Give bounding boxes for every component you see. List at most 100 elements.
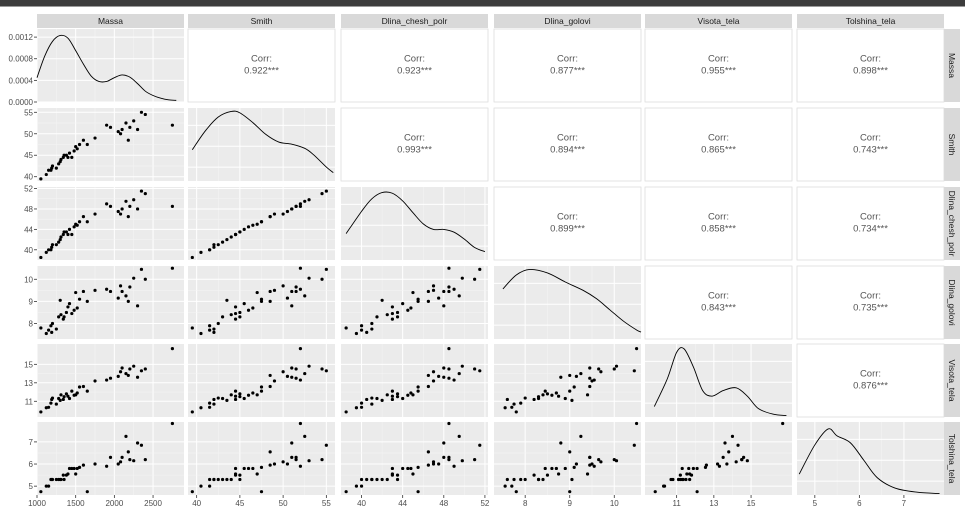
scatter-point [359, 405, 364, 409]
scatter-point [105, 202, 109, 206]
row-strip-Visota_tela [944, 344, 960, 417]
corr-value-Smith-Dlina_golovi: 0.894*** [550, 145, 585, 156]
scatter-point [532, 397, 536, 402]
y-tick-label-Smith: 45 [24, 151, 33, 160]
scatter-point [426, 289, 430, 294]
scatter-point [242, 302, 246, 306]
scatter-point [568, 490, 572, 494]
scatter-point [246, 308, 251, 312]
corr-panel-Dlina_chesh_polr-Dlina_golovi [493, 186, 642, 261]
scatter-point [370, 321, 374, 326]
scatter-point [632, 369, 636, 373]
y-tick-label-Massa: 0.0004 [9, 76, 34, 85]
scatter-point [285, 296, 290, 300]
x-tick-label-Tolshina_tela: 6 [857, 499, 862, 508]
scatter-point [503, 406, 507, 410]
scatter-point [233, 394, 238, 398]
scatter-point [212, 245, 216, 249]
scatter-point [285, 209, 290, 214]
scatter-point [447, 458, 451, 462]
scatter-point [246, 225, 251, 229]
scatter-point [126, 450, 130, 454]
scatter-point [375, 477, 379, 482]
scatter-point [588, 384, 592, 389]
scatter-point [77, 220, 82, 224]
panel-Massa-Massa [37, 29, 184, 102]
scatter-point [579, 434, 583, 438]
scatter-point [725, 462, 729, 466]
y-tick-label-Tolshina_tela: 7 [29, 438, 34, 447]
scatter-point [39, 177, 43, 181]
corr-label: Corr: [860, 54, 881, 65]
scatter-point [39, 326, 43, 330]
corr-panel-Smith-Dlina_golovi [493, 107, 642, 182]
scatter-point [143, 112, 147, 117]
scatter-point [294, 455, 298, 459]
scatter-point [460, 364, 464, 368]
corr-panel-Massa-Smith [187, 28, 336, 103]
scatter-point [385, 393, 389, 397]
column-strip-label-Massa: Massa [98, 16, 123, 26]
scatter-point [238, 395, 242, 399]
scatter-point [268, 450, 272, 454]
scatter-point [431, 460, 436, 464]
scatter-point [320, 192, 324, 196]
scatter-point [715, 462, 720, 466]
scatter-point [685, 472, 689, 476]
column-strip-label-Tolshina_tela: Tolshina_tela [846, 16, 896, 26]
scatter-point [242, 466, 246, 471]
scatter-point [67, 396, 72, 401]
scatter-point [307, 364, 311, 368]
scatter-point [108, 204, 113, 208]
panel-Dlina_chesh_polr-Dlina_chesh_polr [341, 187, 488, 260]
corr-panel-Massa-Dlina_golovi [493, 28, 642, 103]
scatter-point [81, 289, 86, 294]
corr-value-Smith-Tolshina_tela: 0.743*** [853, 145, 888, 156]
scatter-point [132, 459, 136, 463]
density-curve-Dlina_golovi [502, 268, 642, 333]
scatter-point [132, 198, 136, 202]
scatter-point [390, 389, 394, 393]
scatter-point [447, 367, 451, 371]
scatter-point [74, 472, 78, 476]
corr-panel-Dlina_chesh_polr-Visota_tela [644, 186, 793, 261]
scatter-point [59, 235, 63, 239]
scatter-point [143, 192, 147, 196]
scatter-point [58, 298, 62, 302]
scatter-point [721, 455, 725, 459]
scatter-point [411, 472, 415, 476]
y-tick-label-Visota_tela: 13 [24, 379, 33, 388]
panel-Tolshina_tela-Dlina_chesh_polr [341, 422, 488, 495]
scatter-point [385, 313, 389, 317]
corr-label: Corr: [860, 369, 881, 380]
scatter-point [132, 276, 136, 280]
scatter-point [426, 373, 430, 378]
x-tick-label-Dlina_golovi: 10 [610, 499, 619, 508]
scatter-point [532, 473, 536, 477]
scatter-point [208, 324, 212, 328]
scatter-point [66, 305, 70, 309]
y-tick-label-Massa: 0.0000 [9, 98, 34, 107]
scatter-point [255, 393, 259, 397]
x-tick-label-Visota_tela: 13 [709, 499, 718, 508]
scatter-point [612, 458, 616, 462]
scatter-point [704, 463, 709, 467]
scatter-point [442, 375, 446, 379]
corr-panel-Dlina_golovi-Visota_tela [644, 265, 793, 340]
corr-value-Dlina_golovi-Visota_tela: 0.843*** [701, 303, 736, 314]
scatter-point [536, 395, 541, 399]
scatter-point [93, 212, 97, 216]
scatter-point [281, 460, 285, 464]
column-strip-Visota_tela [645, 14, 792, 28]
scatter-point [67, 227, 72, 231]
scatter-point [233, 472, 238, 476]
scatter-point [50, 396, 55, 400]
scatter-point [67, 466, 72, 471]
scatter-point [290, 441, 294, 445]
scatter-point [320, 277, 324, 281]
scatter-point [50, 243, 55, 247]
scatter-point [303, 434, 307, 438]
scatter-point [324, 369, 328, 373]
scatter-point [505, 397, 509, 402]
scatter-point [592, 378, 596, 382]
